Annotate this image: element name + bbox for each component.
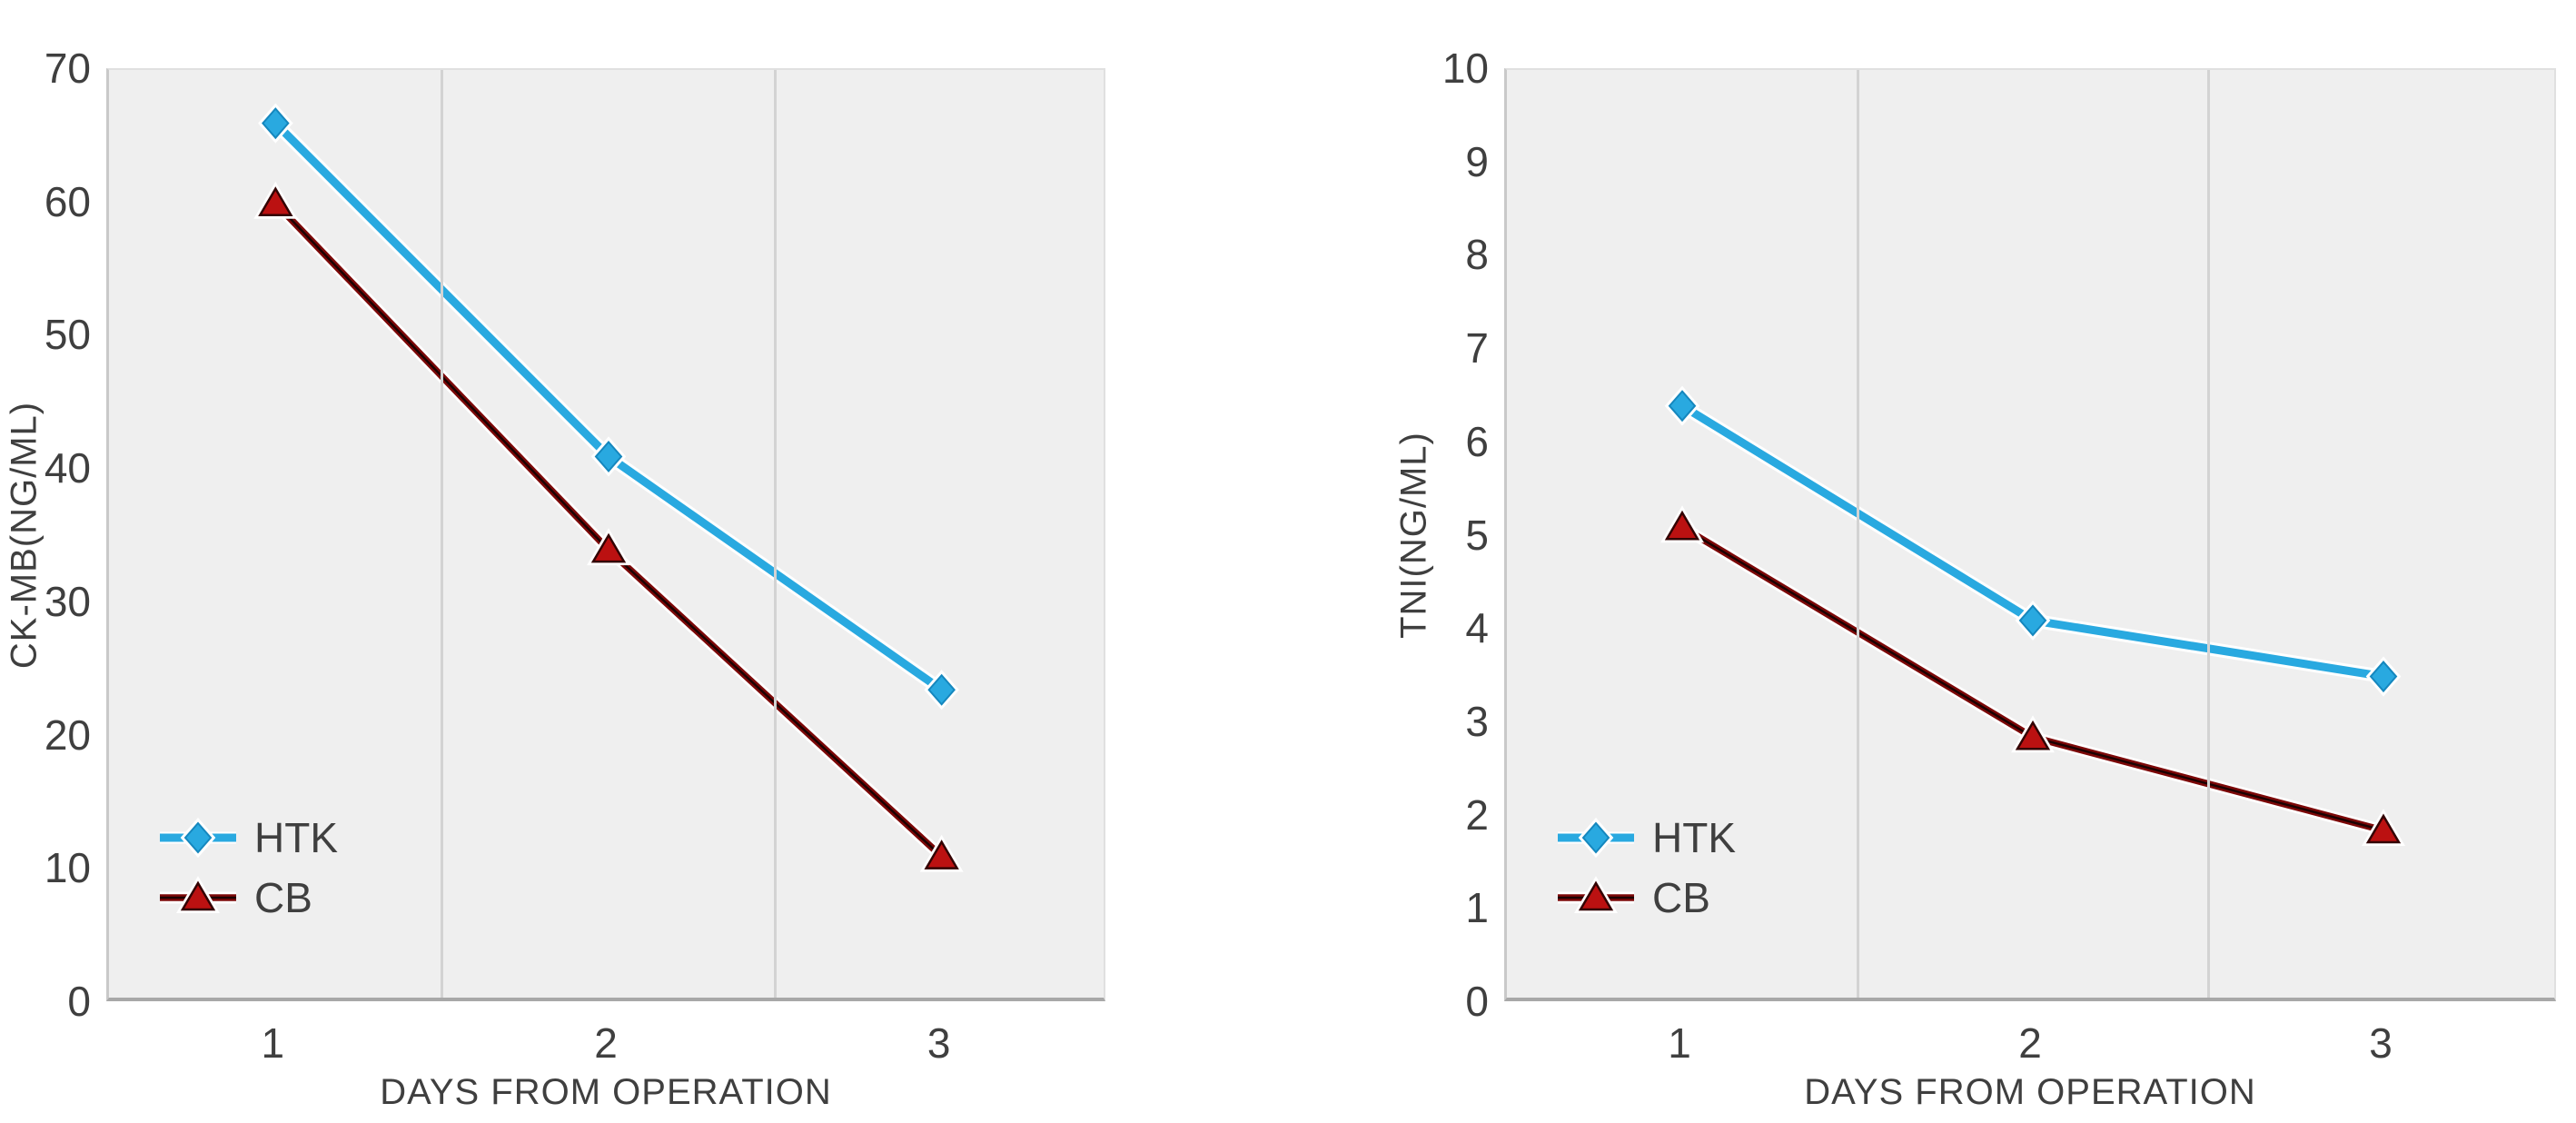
plot-area: HTK CB xyxy=(106,68,1105,1001)
cb-marker-triangle xyxy=(180,880,216,911)
x-tick-label: 3 xyxy=(926,1019,951,1067)
legend-item-htk: HTK xyxy=(154,814,338,861)
cb-series-line xyxy=(1680,524,2384,834)
y-tick-label: 9 xyxy=(1465,137,1489,185)
cb-series-line-core xyxy=(1681,526,2384,832)
htk-marker-diamond xyxy=(594,440,623,472)
gridline xyxy=(1856,70,1859,998)
y-tick-label: 5 xyxy=(1465,511,1489,559)
cb-marker-triangle xyxy=(924,840,959,870)
y-tick-label: 3 xyxy=(1465,697,1489,745)
cb-marker-triangle xyxy=(1578,880,1614,911)
gridline xyxy=(2206,70,2210,998)
legend-swatch xyxy=(1558,876,1634,913)
legend-label: CB xyxy=(254,874,312,921)
legend-swatch xyxy=(160,876,236,913)
y-tick-label: 1 xyxy=(1465,884,1489,932)
y-tick-label: 0 xyxy=(67,978,91,1025)
gridline xyxy=(773,70,777,998)
legend-label: HTK xyxy=(1652,814,1736,861)
y-tick-label: 20 xyxy=(44,711,91,759)
plot-area: HTK CB xyxy=(1504,68,2556,1001)
y-tick-label: 40 xyxy=(44,444,91,492)
legend-item-htk: HTK xyxy=(1552,814,1736,861)
legend-swatch xyxy=(1558,817,1634,859)
legend-swatch xyxy=(160,817,236,859)
y-tick-label: 50 xyxy=(44,311,91,359)
legend-label: CB xyxy=(1652,874,1710,921)
cb-marker-triangle xyxy=(1664,510,1700,541)
y-tick-label: 0 xyxy=(1465,978,1489,1025)
y-tick-label: 8 xyxy=(1465,231,1489,279)
cb-marker-triangle xyxy=(2365,813,2402,844)
htk-marker-diamond xyxy=(2369,661,2398,693)
htk-marker-diamond xyxy=(183,821,213,854)
x-tick-label: 2 xyxy=(2018,1019,2042,1067)
cb-marker-triangle xyxy=(2015,720,2051,750)
cb-marker-triangle xyxy=(590,532,627,563)
htk-marker-diamond xyxy=(1668,390,1697,422)
y-tick-label: 4 xyxy=(1465,604,1489,652)
htk-marker-diamond xyxy=(1581,821,1610,854)
x-tick-label: 1 xyxy=(1668,1019,1691,1067)
legend-item-cb: CB xyxy=(1552,874,1710,921)
legend-item-cb: CB xyxy=(154,874,312,921)
htk-marker-diamond xyxy=(927,673,956,706)
series-plot xyxy=(1660,385,2405,847)
y-tick-label: 2 xyxy=(1465,790,1489,839)
y-tick-label: 70 xyxy=(44,45,91,92)
x-axis-title: DAYS FROM OPERATION xyxy=(1804,1072,2256,1112)
htk-marker-diamond xyxy=(262,107,290,140)
x-tick-label: 2 xyxy=(594,1019,618,1067)
x-tick-label: 3 xyxy=(2369,1019,2393,1067)
x-axis-title: DAYS FROM OPERATION xyxy=(380,1072,832,1112)
y-tick-label: 60 xyxy=(44,177,91,225)
y-tick-label: 10 xyxy=(1442,45,1489,92)
y-tick-label: 30 xyxy=(44,577,91,625)
x-tick-label: 1 xyxy=(261,1019,285,1067)
legend-label: HTK xyxy=(254,814,338,861)
gridline xyxy=(441,70,444,998)
series-plot xyxy=(253,103,964,872)
y-tick-label: 10 xyxy=(44,844,91,892)
y-tick-label: 6 xyxy=(1465,417,1489,465)
y-tick-label: 7 xyxy=(1465,324,1489,373)
cb-marker-triangle xyxy=(258,186,293,216)
htk-marker-diamond xyxy=(2018,604,2047,637)
series-line-halo xyxy=(1679,522,2385,837)
